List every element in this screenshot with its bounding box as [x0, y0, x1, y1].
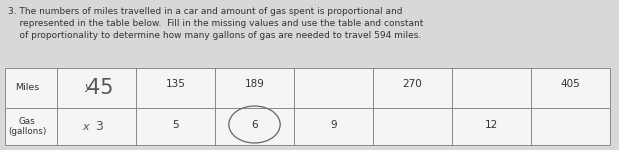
Text: x: x: [82, 122, 89, 132]
Text: Miles: Miles: [15, 84, 39, 93]
Text: 45: 45: [87, 78, 114, 98]
Text: 270: 270: [402, 79, 422, 89]
Text: y: y: [84, 82, 90, 92]
Text: 3: 3: [95, 120, 103, 133]
Text: 5: 5: [172, 120, 179, 129]
Text: 12: 12: [485, 120, 498, 129]
Text: 405: 405: [561, 79, 581, 89]
Text: 6: 6: [251, 120, 258, 129]
Bar: [5, 68, 610, 145]
Text: 3. The numbers of miles travelled in a car and amount of gas spent is proportion: 3. The numbers of miles travelled in a c…: [8, 7, 423, 40]
Text: 135: 135: [165, 79, 186, 89]
Text: 189: 189: [245, 79, 264, 89]
Text: 9: 9: [330, 120, 337, 129]
Text: Gas
(gallons): Gas (gallons): [8, 117, 46, 136]
